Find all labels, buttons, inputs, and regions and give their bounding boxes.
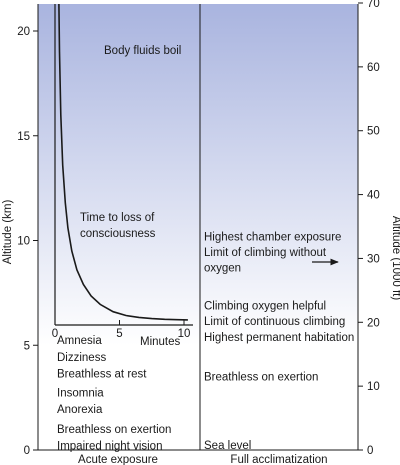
bottom-label-acclimatization: Full acclimatization [230, 454, 327, 465]
acclimatization-annotation: Climbing oxygen helpful [204, 300, 326, 312]
left-tick-label: 0 [24, 445, 30, 457]
left-axis-ticks: 0 5 10 15 20 [17, 26, 38, 457]
inset-tick-label: 10 [178, 328, 191, 340]
right-axis-ticks: 0 10 20 30 40 50 60 70 [358, 0, 380, 457]
acute-annotation: Impaired night vision [57, 440, 162, 452]
right-axis-title: Altitude (1000 ft) [390, 216, 400, 301]
inset-x-label: Minutes [140, 336, 181, 348]
right-tick-label: 0 [367, 445, 373, 457]
acclimatization-annotation: Highest permanent habitation [204, 332, 354, 344]
acute-annotation: Amnesia [57, 335, 102, 347]
sky-gradient-background [38, 4, 358, 450]
inset-tick-label: 0 [52, 328, 58, 340]
bottom-label-acute: Acute exposure [78, 454, 158, 465]
time-to-unconsciousness-curve [58, 3, 188, 321]
right-tick-label: 70 [367, 0, 380, 10]
left-tick-label: 20 [17, 26, 30, 38]
acclimatization-annotation: Breathless on exertion [204, 372, 318, 384]
right-tick-label: 50 [367, 126, 380, 138]
left-axis-title: Altitude (km) [2, 200, 14, 265]
right-tick-label: 30 [367, 253, 380, 265]
left-tick-label: 5 [24, 340, 30, 352]
left-tick-label: 10 [17, 236, 30, 248]
inset-tick-label: 5 [116, 328, 122, 340]
inset-title-line1: Time to loss of [80, 212, 155, 224]
right-tick-label: 60 [367, 62, 380, 74]
acute-annotation: Body fluids boil [104, 45, 181, 57]
inset-title-line2: consciousness [80, 228, 156, 240]
acclimatization-annotation: Highest chamber exposure [204, 231, 341, 243]
left-tick-label: 15 [17, 131, 30, 143]
acute-exposure-annotations: Body fluids boil Amnesia Dizziness Breathle… [57, 45, 181, 453]
acute-annotation: Insomnia [57, 387, 104, 399]
right-tick-label: 10 [367, 381, 380, 393]
acclimatization-annotation: Sea level [204, 440, 251, 452]
acute-annotation: Anorexia [57, 404, 103, 416]
acclimatization-annotation: oxygen [204, 263, 241, 275]
acclimatization-annotation: Limit of continuous climbing [204, 316, 345, 328]
inset-x-ticks: 0 5 10 [52, 320, 191, 340]
acute-annotation: Breathless at rest [57, 369, 147, 381]
acclimatization-annotations: Highest chamber exposure Limit of climbin… [204, 231, 354, 451]
acute-annotation: Dizziness [57, 352, 106, 364]
acclimatization-annotation: Limit of climbing without [204, 247, 327, 259]
right-tick-label: 20 [367, 317, 380, 329]
acute-annotation: Breathless on exertion [57, 424, 171, 436]
right-tick-label: 40 [367, 190, 380, 202]
